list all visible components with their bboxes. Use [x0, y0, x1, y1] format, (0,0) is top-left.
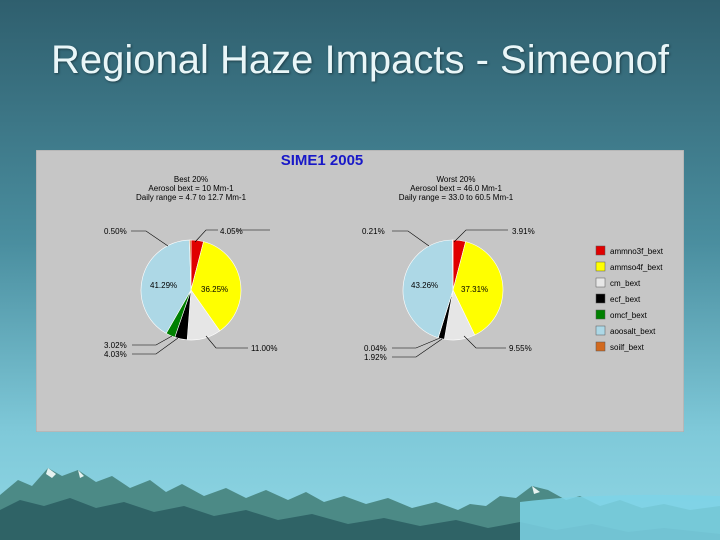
pie-2-label-aoosalt: 43.26% — [411, 281, 438, 290]
pie-1-header-line-2: Aerosol bext = 10 Mm-1 — [148, 184, 234, 193]
legend-swatch-omcf — [595, 309, 606, 320]
pie-2-label-ammso4f: 37.31% — [461, 285, 488, 294]
pie-2-label-cm: 9.55% — [509, 344, 532, 353]
pie-2-label-omcf: 0.04% — [364, 344, 387, 353]
pie-1-slice-soilf — [189, 239, 192, 291]
chart-panel: SIME1 2005 Best 20% Aerosol bext = 10 Mm… — [36, 150, 684, 432]
pie-1-slice-aoosalt — [140, 239, 192, 334]
pie-2-label-ammno3f: 3.91% — [512, 227, 535, 236]
pie-1-label-omcf: 3.02% — [104, 341, 127, 350]
pie-1-label-ammno3f: 4.05% — [220, 227, 243, 236]
pie-1-label-cm: 11.00% — [251, 344, 278, 353]
pie-2-header-line-1: Worst 20% — [437, 175, 476, 184]
legend-label-aoosalt: aoosalt_bext — [610, 327, 656, 336]
legend-swatch-ammso4f — [595, 261, 606, 272]
pie-chart-figure: SIME1 2005 Best 20% Aerosol bext = 10 Mm… — [36, 150, 684, 432]
pie-2-slice-ammso4f — [452, 241, 504, 336]
pie-2-label-soilf: 0.21% — [362, 227, 385, 236]
pie-1-slice-ammso4f — [190, 241, 242, 332]
chart-title: SIME1 2005 — [281, 152, 364, 169]
pie-worst-20 — [402, 239, 504, 341]
legend-swatch-aoosalt — [595, 325, 606, 336]
legend-label-soilf: soilf_bext — [610, 343, 645, 352]
legend-swatch-cm — [595, 277, 606, 288]
legend-label-ecf: ecf_bext — [610, 295, 641, 304]
pie-1-header-line-3: Daily range = 4.7 to 12.7 Mm-1 — [136, 193, 247, 202]
water-reflection — [520, 494, 720, 540]
pie-best-20 — [140, 239, 242, 341]
pie-2-header-line-2: Aerosol bext = 46.0 Mm-1 — [410, 184, 502, 193]
leader-lines — [131, 229, 508, 358]
pie-1-label-aoosalt: 41.29% — [150, 281, 177, 290]
legend-label-ammno3f: ammno3f_bext — [610, 247, 664, 256]
slide-title: Regional Haze Impacts - Simeonof — [50, 38, 670, 82]
pie-1-label-soilf: 0.50% — [104, 227, 127, 236]
pie-2-slice-aoosalt — [402, 239, 454, 339]
legend-label-ammso4f: ammso4f_bext — [610, 263, 663, 272]
legend-swatch-soilf — [595, 341, 606, 352]
pie-1-label-ammso4f: 36.25% — [201, 285, 228, 294]
legend-swatch-ammno3f — [595, 245, 606, 256]
pie-2-label-ecf: 1.92% — [364, 353, 387, 362]
chart-panel-bg — [36, 150, 684, 432]
legend-swatch-ecf — [595, 293, 606, 304]
legend-label-cm: cm_bext — [610, 279, 641, 288]
pie-2-slice-soilf — [452, 239, 454, 291]
legend-label-omcf: omcf_bext — [610, 311, 648, 320]
legend: ammno3f_bext ammso4f_bext cm_bext ecf_be… — [595, 245, 664, 352]
mountain-silhouette — [0, 468, 720, 540]
pie-1-header-line-1: Best 20% — [174, 175, 208, 184]
pie-1-label-ecf: 4.03% — [104, 350, 127, 359]
pie-2-header-line-3: Daily range = 33.0 to 60.5 Mm-1 — [399, 193, 514, 202]
